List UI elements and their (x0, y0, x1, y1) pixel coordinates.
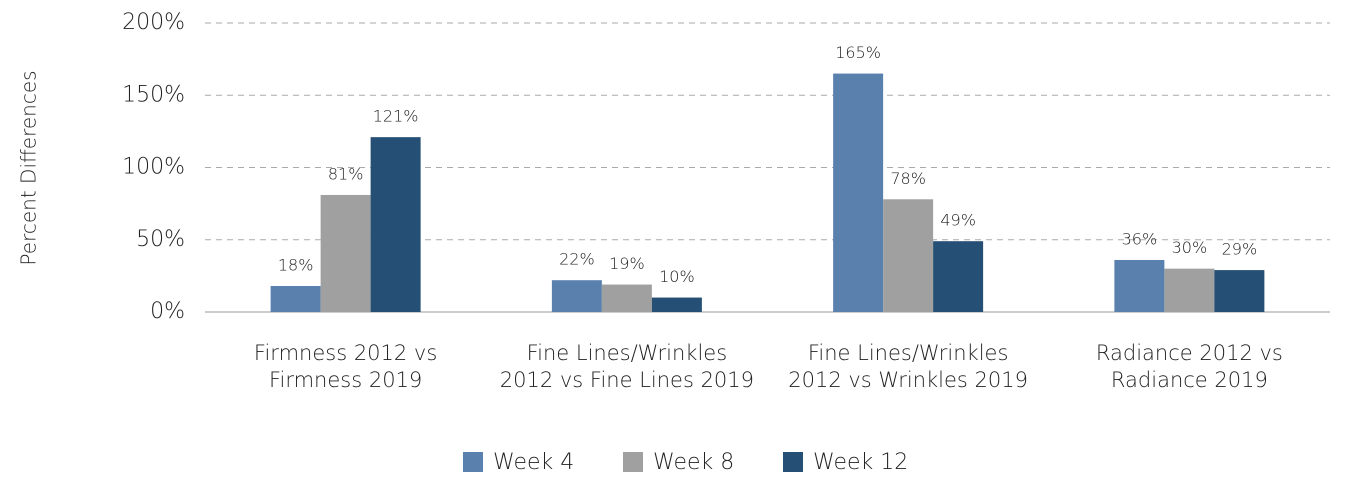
bar (1114, 259, 1165, 312)
x-tick-label: Fine Lines/Wrinkles 2012 vs Fine Lines 2… (499, 341, 755, 392)
x-tick-label: Fine Lines/Wrinkles 2012 vs Wrinkles 201… (788, 341, 1028, 392)
legend-label: Week 12 (813, 450, 908, 475)
bar (551, 280, 602, 312)
x-tick-label: Radiance 2012 vs Radiance 2019 (1095, 341, 1283, 392)
bar (833, 73, 884, 312)
legend-label: Week 8 (653, 450, 734, 475)
bar (1164, 268, 1215, 312)
bar (320, 194, 371, 312)
data-label: 165% (835, 43, 881, 62)
legend-swatch (783, 452, 803, 472)
bar (601, 284, 652, 312)
y-tick-label: 100% (122, 155, 185, 180)
data-label: 78% (890, 169, 926, 188)
data-label: 19% (609, 254, 645, 273)
data-label: 81% (328, 164, 364, 183)
x-tick-label: Firmness 2012 vs Firmness 2019 (253, 341, 438, 392)
legend-label: Week 4 (493, 450, 574, 475)
data-label: 10% (659, 267, 695, 286)
data-label: 30% (1172, 238, 1208, 257)
data-label: 121% (373, 107, 419, 126)
legend-swatch (463, 452, 483, 472)
data-label: 36% (1122, 229, 1158, 248)
bar (883, 199, 934, 312)
y-tick-label: 50% (136, 227, 185, 252)
legend-swatch (623, 452, 643, 472)
data-label: 29% (1222, 240, 1258, 259)
data-label: 18% (278, 255, 314, 274)
bar (933, 241, 984, 312)
bar (270, 285, 321, 312)
y-axis-label: Percent Differences (17, 70, 41, 265)
y-tick-label: 150% (122, 82, 185, 107)
y-tick-label: 200% (122, 10, 185, 35)
bar (370, 137, 421, 312)
bar (1214, 270, 1265, 312)
data-label: 22% (559, 250, 595, 269)
bar (651, 297, 702, 312)
data-label: 49% (940, 211, 976, 230)
y-tick-label: 0% (150, 299, 185, 324)
